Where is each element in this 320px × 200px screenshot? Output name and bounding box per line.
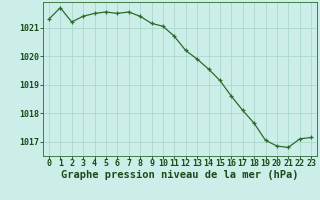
X-axis label: Graphe pression niveau de la mer (hPa): Graphe pression niveau de la mer (hPa) [61,170,299,180]
